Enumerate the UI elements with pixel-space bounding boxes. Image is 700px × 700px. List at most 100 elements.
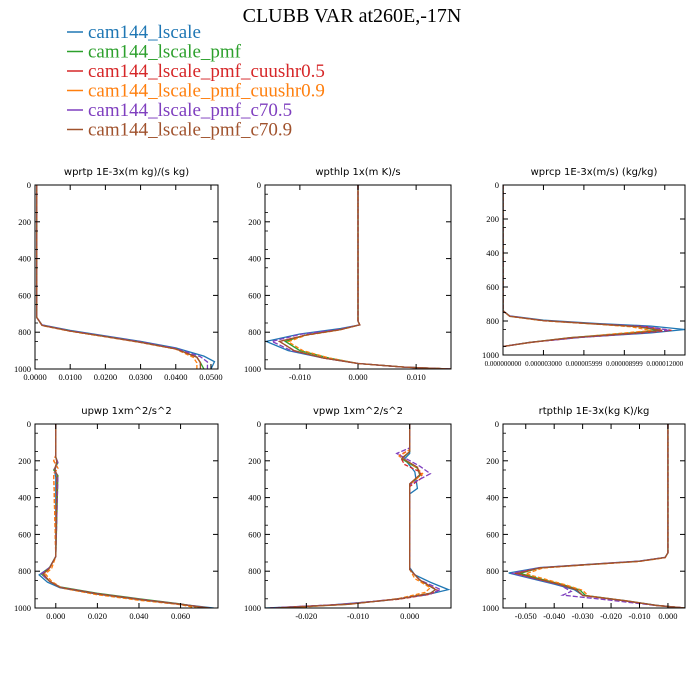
ytick-label-1-5: 1000	[244, 364, 261, 374]
ytick-label-4-0: 0	[257, 419, 261, 429]
ytick-label-4-1: 200	[248, 456, 261, 466]
xtick-label-5-3: -0.020	[600, 611, 622, 621]
xtick-label-0-0: 0.0000	[23, 372, 46, 382]
ytick-label-5-3: 600	[486, 529, 499, 539]
xtick-label-5-1: -0.040	[543, 611, 565, 621]
panel-3: upwp 1xm^2/s^2 0 200 400 600 800 1000 0.000 0.02…	[14, 406, 219, 621]
xtick-label-2-0: 0.000000000	[485, 360, 522, 368]
series-line-0-5	[36, 185, 202, 369]
xtick-label-0-4: 0.0400	[164, 372, 187, 382]
ytick-label-3-5: 1000	[14, 603, 31, 613]
legend-label-5: cam144_lscale_pmf_c70.9	[88, 120, 292, 141]
panel-1: wpthlp 1x(m K)/s 0 200 400 600 800 1000 -0.010 0…	[244, 167, 452, 382]
ytick-label-0-3: 600	[18, 290, 31, 300]
series-line-4-5	[275, 424, 437, 608]
xtick-label-5-2: -0.030	[572, 611, 594, 621]
ytick-label-2-1: 200	[486, 214, 499, 224]
ytick-label-5-5: 1000	[482, 603, 499, 613]
xtick-label-4-2: 0.000	[400, 611, 419, 621]
ytick-label-1-2: 400	[248, 254, 261, 264]
panel-title-2: wprcp 1E-3x(m/s) (kg/kg)	[531, 167, 658, 178]
ytick-label-3-4: 800	[18, 566, 31, 576]
ytick-label-0-1: 200	[18, 217, 31, 227]
panel-title-5: rtpthlp 1E-3x(kg K)/kg	[539, 406, 650, 417]
panel-frame-3	[34, 423, 219, 609]
ytick-label-3-3: 600	[18, 529, 31, 539]
legend-label-0: cam144_lscale	[88, 22, 201, 43]
ytick-label-5-1: 200	[486, 456, 499, 466]
ytick-label-2-5: 1000	[482, 350, 499, 360]
series-line-2-5	[503, 185, 663, 348]
xtick-label-2-1: 0.000003000	[525, 360, 562, 368]
xtick-label-2-2: 0.000005999	[566, 360, 603, 368]
series-line-3-5	[42, 424, 210, 608]
panel-series-group-4	[265, 424, 451, 608]
panel-frame-0	[34, 184, 219, 370]
xtick-label-4-1: -0.010	[347, 611, 369, 621]
xtick-label-4-0: -0.020	[295, 611, 317, 621]
legend-label-3: cam144_lscale_pmf_cuushr0.9	[88, 81, 325, 102]
ytick-label-2-3: 600	[486, 282, 499, 292]
panel-series-group-0	[36, 185, 216, 369]
legend-label-1: cam144_lscale_pmf	[88, 42, 242, 63]
panel-4: vpwp 1xm^2/s^2 0 200 400 600 800 1000 -0.020 -0.…	[244, 406, 452, 621]
xtick-label-5-0: -0.050	[515, 611, 537, 621]
series-line-5-4	[511, 424, 685, 608]
xtick-label-2-4: 0.000012000	[646, 360, 683, 368]
ytick-label-3-2: 400	[18, 493, 31, 503]
panels: wprtp 1E-3x(m kg)/(s kg) 0 200 400 600 800 100…	[14, 167, 686, 621]
xtick-label-3-3: 0.060	[171, 611, 190, 621]
xtick-label-0-2: 0.0200	[94, 372, 117, 382]
ytick-label-4-4: 800	[248, 566, 261, 576]
ytick-label-1-4: 800	[248, 327, 261, 337]
series-line-1-5	[277, 185, 451, 369]
xtick-label-3-2: 0.040	[129, 611, 148, 621]
xtick-label-0-5: 0.0500	[199, 372, 222, 382]
ytick-label-0-4: 800	[18, 327, 31, 337]
xtick-label-5-4: -0.010	[629, 611, 651, 621]
panel-title-3: upwp 1xm^2/s^2	[81, 406, 171, 417]
series-line-5-5	[514, 424, 685, 608]
ytick-label-2-2: 400	[486, 248, 499, 258]
ytick-label-1-1: 200	[248, 217, 261, 227]
panel-series-group-2	[503, 185, 685, 348]
xtick-label-5-5: 0.000	[658, 611, 677, 621]
ytick-label-0-5: 1000	[14, 364, 31, 374]
panel-frame-2	[502, 184, 686, 356]
panel-frame-5	[502, 423, 686, 609]
xtick-label-1-0: -0.010	[289, 372, 311, 382]
figure-title: CLUBB VAR at260E,-17N	[243, 5, 462, 27]
ytick-label-4-5: 1000	[244, 603, 261, 613]
ytick-label-0-2: 400	[18, 254, 31, 264]
legend-label-4: cam144_lscale_pmf_c70.5	[88, 100, 292, 121]
xtick-label-2-3: 0.000008999	[606, 360, 643, 368]
ytick-label-3-0: 0	[27, 419, 31, 429]
xtick-label-3-1: 0.020	[88, 611, 107, 621]
ytick-label-5-0: 0	[495, 419, 499, 429]
ytick-label-1-3: 600	[248, 290, 261, 300]
xtick-label-0-3: 0.0300	[129, 372, 152, 382]
xtick-label-0-1: 0.0100	[59, 372, 82, 382]
xtick-label-1-2: 0.010	[407, 372, 426, 382]
ytick-label-5-4: 800	[486, 566, 499, 576]
ytick-label-2-0: 0	[495, 180, 499, 190]
panel-0: wprtp 1E-3x(m kg)/(s kg) 0 200 400 600 800 100…	[14, 167, 223, 382]
ytick-label-4-2: 400	[248, 493, 261, 503]
ytick-label-5-2: 400	[486, 493, 499, 503]
ytick-label-3-1: 200	[18, 456, 31, 466]
panel-title-4: vpwp 1xm^2/s^2	[313, 406, 403, 417]
panel-series-group-3	[38, 424, 214, 608]
xtick-label-3-0: 0.000	[46, 611, 65, 621]
panel-5: rtpthlp 1E-3x(kg K)/kg 0 200 400 600 800 1000 -…	[482, 406, 686, 621]
panel-2: wprcp 1E-3x(m/s) (kg/kg) 0 200 400 600 800 100…	[482, 167, 686, 368]
ytick-label-1-0: 0	[257, 180, 261, 190]
panel-series-group-5	[508, 424, 685, 608]
ytick-label-2-4: 800	[486, 316, 499, 326]
panel-title-0: wprtp 1E-3x(m kg)/(s kg)	[64, 167, 189, 178]
panel-title-1: wpthlp 1x(m K)/s	[315, 167, 400, 178]
legend-label-2: cam144_lscale_pmf_cuushr0.5	[88, 61, 325, 82]
ytick-label-0-0: 0	[27, 180, 31, 190]
series-line-3-3	[44, 424, 198, 608]
